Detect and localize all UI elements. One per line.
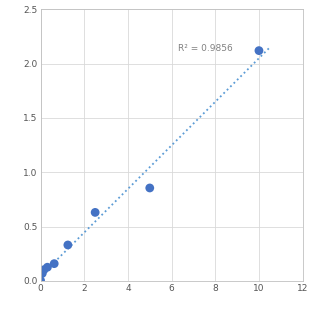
Point — [38, 278, 43, 283]
Point — [93, 210, 98, 215]
Point — [45, 265, 50, 270]
Point — [41, 267, 46, 272]
Text: R² = 0.9856: R² = 0.9856 — [178, 44, 233, 53]
Point — [52, 261, 57, 266]
Point — [256, 48, 261, 53]
Point — [40, 271, 45, 276]
Point — [66, 242, 71, 247]
Point — [147, 185, 152, 190]
